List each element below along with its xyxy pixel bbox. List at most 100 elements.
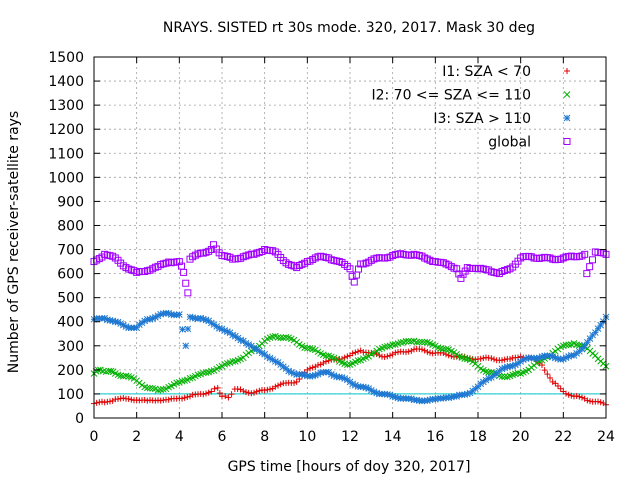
data-point	[228, 391, 235, 398]
data-point	[275, 382, 281, 389]
data-point	[563, 390, 569, 397]
marker-stroke	[549, 353, 557, 360]
data-point	[442, 346, 450, 353]
data-point	[491, 356, 497, 363]
data-point	[413, 338, 421, 346]
data-point	[179, 325, 186, 333]
legend-marker	[563, 114, 571, 122]
marker-stroke	[485, 368, 493, 376]
data-point	[214, 384, 221, 391]
data-point	[267, 386, 273, 393]
marker-stroke	[303, 372, 311, 380]
marker-stroke	[221, 327, 229, 334]
marker-stroke	[338, 359, 346, 366]
data-point	[99, 398, 105, 405]
data-point	[243, 389, 249, 396]
marker-stroke	[389, 341, 397, 348]
data-point	[384, 353, 391, 360]
marker-stroke	[413, 338, 421, 346]
series-2	[90, 332, 610, 394]
x-tick-label: 2	[132, 429, 141, 445]
marker-stroke	[269, 333, 277, 341]
data-point	[573, 392, 580, 399]
x-tick-label: 20	[512, 429, 530, 445]
marker-stroke	[338, 374, 346, 381]
marker-stroke	[306, 345, 314, 352]
data-point	[179, 395, 185, 402]
marker-stroke	[418, 338, 426, 346]
marker-stroke	[317, 350, 325, 357]
data-point	[173, 379, 181, 387]
marker-stroke	[141, 383, 149, 391]
marker-stroke	[184, 325, 192, 333]
data-point	[323, 358, 329, 365]
marker-stroke	[207, 319, 215, 327]
marker-stroke	[250, 344, 258, 352]
marker-stroke	[402, 337, 410, 345]
marker-stroke	[477, 365, 485, 372]
data-point	[381, 353, 388, 360]
data-point	[128, 396, 135, 403]
marker-stroke	[350, 278, 358, 286]
data-point	[541, 367, 548, 374]
data-point	[576, 393, 583, 400]
marker-stroke	[119, 321, 127, 329]
y-tick-label: 600	[57, 267, 84, 283]
x-tick-label: 24	[597, 429, 615, 445]
data-point	[591, 329, 599, 336]
marker-stroke	[410, 337, 418, 345]
marker-stroke	[231, 332, 239, 340]
data-point	[581, 342, 589, 350]
marker-stroke	[351, 381, 359, 389]
marker-stroke	[143, 384, 151, 392]
data-point	[237, 386, 244, 393]
marker-stroke	[421, 338, 429, 346]
data-point	[507, 356, 513, 363]
data-point	[343, 361, 351, 369]
marker-stroke	[573, 341, 581, 349]
marker-stroke	[546, 352, 554, 360]
marker-stroke	[319, 351, 327, 359]
marker-stroke	[122, 323, 130, 330]
marker-stroke	[354, 357, 362, 364]
y-tick-label: 200	[57, 363, 84, 379]
marker-stroke	[207, 246, 215, 254]
marker-stroke	[429, 341, 437, 348]
marker-stroke	[298, 342, 306, 350]
marker-stroke	[389, 392, 397, 400]
marker-stroke	[311, 346, 319, 354]
marker-stroke	[501, 373, 509, 381]
marker-stroke	[210, 321, 218, 328]
data-point	[282, 334, 290, 341]
marker-stroke	[426, 340, 434, 347]
marker-stroke	[114, 371, 122, 379]
data-point	[205, 389, 212, 396]
marker-stroke	[182, 342, 190, 350]
marker-stroke	[362, 384, 370, 391]
data-point	[144, 397, 151, 404]
marker-stroke	[397, 339, 405, 346]
marker-stroke	[386, 391, 394, 399]
data-point	[229, 358, 237, 365]
marker-stroke	[330, 372, 338, 379]
marker-stroke	[253, 345, 261, 353]
marker-stroke	[199, 369, 207, 377]
data-point	[557, 385, 564, 392]
data-point	[264, 386, 271, 393]
chart-title: NRAYS. SISTED rt 30s mode. 320, 2017. Ma…	[163, 20, 535, 36]
x-tick-label: 22	[554, 429, 572, 445]
marker-stroke	[229, 358, 237, 365]
marker-stroke	[405, 337, 413, 345]
data-point	[354, 357, 362, 364]
marker-stroke	[413, 396, 421, 404]
data-point	[549, 378, 556, 385]
marker-stroke	[527, 354, 535, 362]
marker-stroke	[189, 314, 197, 322]
marker-stroke	[469, 358, 477, 366]
marker-stroke	[346, 265, 354, 273]
marker-stroke	[101, 314, 109, 322]
marker-stroke	[287, 335, 295, 343]
marker-stroke	[154, 386, 162, 394]
data-point	[222, 393, 229, 400]
marker-stroke	[258, 349, 266, 357]
